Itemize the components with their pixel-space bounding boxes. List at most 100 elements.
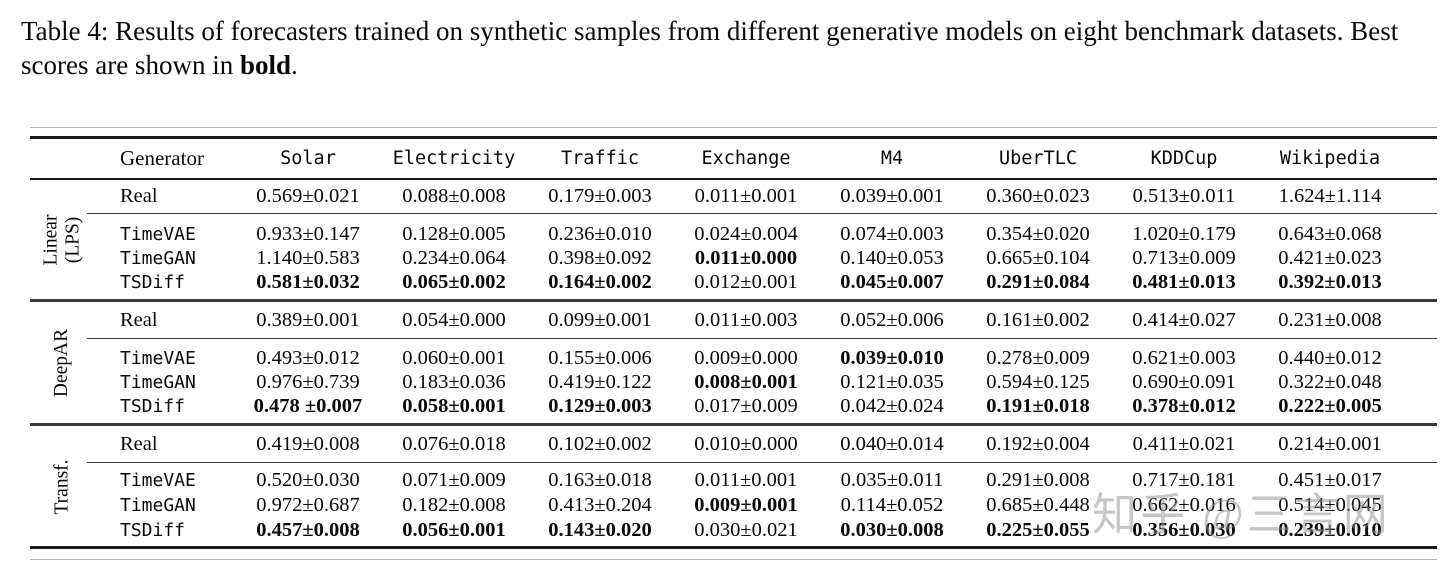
table-cell: 0.102±0.002 xyxy=(548,432,652,455)
column-header-m4: M4 xyxy=(880,147,904,169)
table-cell: 0.040±0.014 xyxy=(840,432,944,455)
group-label: DeepAR xyxy=(30,303,95,423)
table-cell: 0.360±0.023 xyxy=(986,184,1090,207)
row-label-tsdiff: TSDiff xyxy=(120,520,186,541)
row-label-timegan: TimeGAN xyxy=(120,495,196,516)
table-cell: 0.010±0.000 xyxy=(694,432,798,455)
table-cell: 0.088±0.008 xyxy=(402,184,506,207)
table-cell: 0.389±0.001 xyxy=(256,308,360,331)
table-cell: 1.140±0.583 xyxy=(256,246,360,269)
table-cell: 0.356±0.030 xyxy=(1132,519,1236,541)
table-cell: 0.121±0.035 xyxy=(840,370,944,393)
row-label-timevae: TimeVAE xyxy=(120,347,196,369)
row-label-timegan: TimeGAN xyxy=(120,247,196,269)
table-cell: 0.183±0.036 xyxy=(402,370,506,393)
table-caption: Table 4: Results of forecasters trained … xyxy=(21,14,1429,82)
table-cell: 0.011±0.001 xyxy=(694,469,798,491)
table-row: Real 0.419±0.008 0.076±0.018 0.102±0.002 0.0… xyxy=(30,426,1437,462)
column-header-kddcup: KDDCup xyxy=(1150,147,1218,169)
table-cell: 0.411±0.021 xyxy=(1132,432,1236,455)
column-header-exchange: Exchange xyxy=(701,147,791,169)
row-label-real: Real xyxy=(120,308,158,331)
table-cell: 0.392±0.013 xyxy=(1278,270,1382,293)
table-cell: 0.354±0.020 xyxy=(986,222,1090,245)
table-row: TSDiff 0.478 ±0.007 0.058±0.001 0.129±0.003… xyxy=(30,394,1437,418)
table-cell: 0.065±0.002 xyxy=(402,270,506,293)
table-cell: 0.419±0.008 xyxy=(256,432,360,455)
table-row: TSDiff 0.581±0.032 0.065±0.002 0.164±0.002 0… xyxy=(30,270,1437,294)
table-cell: 0.421±0.023 xyxy=(1278,246,1382,269)
group-label: Transf. xyxy=(30,427,95,546)
table-row: Real 0.569±0.021 0.088±0.008 0.179±0.003 0.0… xyxy=(30,179,1437,213)
group-label-text: Linear (LPS) xyxy=(40,214,84,265)
table-cell: 0.717±0.181 xyxy=(1132,469,1236,491)
table-cell: 0.039±0.001 xyxy=(840,184,944,207)
table-cell: 0.052±0.006 xyxy=(840,308,944,331)
table-cell: 1.020±0.179 xyxy=(1132,222,1236,245)
table-cell: 0.071±0.009 xyxy=(402,469,506,491)
table-cell: 0.009±0.001 xyxy=(694,494,798,516)
table-cell: 0.128±0.005 xyxy=(402,222,506,245)
table-rule xyxy=(30,423,1437,426)
table-cell: 0.457±0.008 xyxy=(256,519,360,541)
table-cell: 0.291±0.084 xyxy=(986,270,1090,293)
table-cell: 0.234±0.064 xyxy=(402,246,506,269)
table-rule xyxy=(87,338,1437,339)
column-header-wikipedia: Wikipedia xyxy=(1279,147,1381,169)
table-cell: 0.414±0.027 xyxy=(1132,308,1236,331)
table-cell: 0.665±0.104 xyxy=(986,246,1090,269)
table-cell: 0.164±0.002 xyxy=(548,270,652,293)
table-cell: 0.060±0.001 xyxy=(402,346,506,369)
caption-period: . xyxy=(291,50,298,80)
table-cell: 0.179±0.003 xyxy=(548,184,652,207)
table-cell: 0.140±0.053 xyxy=(840,246,944,269)
column-header-electricity: Electricity xyxy=(392,147,516,169)
table-cell: 0.493±0.012 xyxy=(256,346,360,369)
table-row: TimeVAE 0.493±0.012 0.060±0.001 0.155±0.006… xyxy=(30,346,1437,370)
row-label-timevae: TimeVAE xyxy=(120,470,196,491)
table-cell: 0.058±0.001 xyxy=(402,394,506,417)
table-cell: 0.513±0.011 xyxy=(1132,184,1236,207)
table-cell: 0.011±0.001 xyxy=(694,184,798,207)
table-row: TimeGAN 1.140±0.583 0.234±0.064 0.398±0.092… xyxy=(30,246,1437,270)
table-cell: 0.685±0.448 xyxy=(986,494,1090,516)
table-cell: 0.054±0.000 xyxy=(402,308,506,331)
table-cell: 0.322±0.048 xyxy=(1278,370,1382,393)
table-cell: 0.581±0.032 xyxy=(256,270,360,293)
table-cell: 0.291±0.008 xyxy=(986,469,1090,491)
table-cell: 0.192±0.004 xyxy=(986,432,1090,455)
table-cell: 0.621±0.003 xyxy=(1132,346,1236,369)
group-label: Linear (LPS) xyxy=(30,180,95,299)
table-cell: 0.278±0.009 xyxy=(986,346,1090,369)
table-row: TimeVAE 0.933±0.147 0.128±0.005 0.236±0.010… xyxy=(30,222,1437,246)
table-cell: 0.191±0.018 xyxy=(986,394,1090,417)
table-header-row: Generator Solar Electricity Traffic Exchange… xyxy=(30,138,1437,178)
table-rule xyxy=(30,127,1437,128)
column-header-generator: Generator xyxy=(120,145,204,170)
row-label-tsdiff: TSDiff xyxy=(120,395,186,417)
table-cell: 0.662±0.016 xyxy=(1132,494,1236,516)
table-cell: 0.976±0.739 xyxy=(256,370,360,393)
table-rule xyxy=(30,546,1437,549)
table-cell: 0.514±0.045 xyxy=(1278,494,1382,516)
table-cell: 0.182±0.008 xyxy=(402,494,506,516)
table-cell: 0.030±0.008 xyxy=(840,519,944,541)
table-cell: 0.222±0.005 xyxy=(1278,394,1382,417)
table-cell: 0.569±0.021 xyxy=(256,184,360,207)
table-cell: 0.045±0.007 xyxy=(840,270,944,293)
table-row: TimeGAN 0.976±0.739 0.183±0.036 0.419±0.122… xyxy=(30,370,1437,394)
table-cell: 0.933±0.147 xyxy=(256,222,360,245)
table-cell: 0.042±0.024 xyxy=(840,394,944,417)
table-row: Real 0.389±0.001 0.054±0.000 0.099±0.001 0.0… xyxy=(30,302,1437,338)
table-cell: 0.155±0.006 xyxy=(548,346,652,369)
table-cell: 0.009±0.000 xyxy=(694,346,798,369)
table-cell: 0.520±0.030 xyxy=(256,469,360,491)
caption-bold-word: bold xyxy=(239,50,291,80)
table-cell: 0.017±0.009 xyxy=(694,394,798,417)
group-label-text: Transf. xyxy=(51,458,73,515)
table-cell: 0.239±0.010 xyxy=(1278,519,1382,541)
table-cell: 0.161±0.002 xyxy=(986,308,1090,331)
row-label-tsdiff: TSDiff xyxy=(120,271,186,293)
row-label-timevae: TimeVAE xyxy=(120,223,196,245)
column-header-traffic: Traffic xyxy=(561,147,639,169)
